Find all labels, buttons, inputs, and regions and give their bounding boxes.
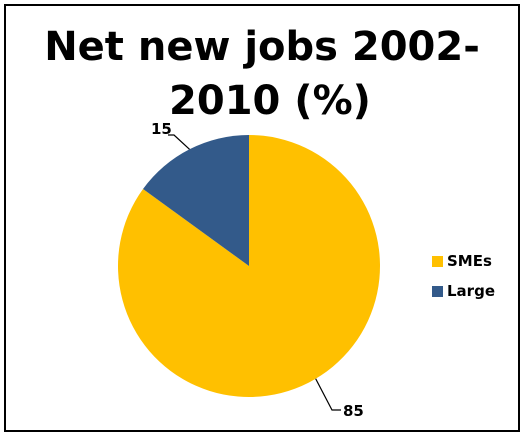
data-label-smes: 85 <box>343 402 364 420</box>
legend-label-large: Large <box>447 282 495 300</box>
data-label-large: 15 <box>151 120 172 138</box>
pie-slices <box>118 135 380 397</box>
chart-title-line-1: Net new jobs 2002- <box>44 24 480 70</box>
legend-swatch-smes <box>432 256 443 267</box>
legend-label-smes: SMEs <box>447 252 492 270</box>
leader-line-large <box>168 134 190 150</box>
leader-line-smes <box>315 378 341 411</box>
chart-title-line-2: 2010 (%) <box>169 78 371 124</box>
data-label-leaders <box>168 134 341 411</box>
pie-slice-large <box>143 135 249 266</box>
legend-swatch-large <box>432 286 443 297</box>
legend: SMEs Large <box>432 252 495 300</box>
